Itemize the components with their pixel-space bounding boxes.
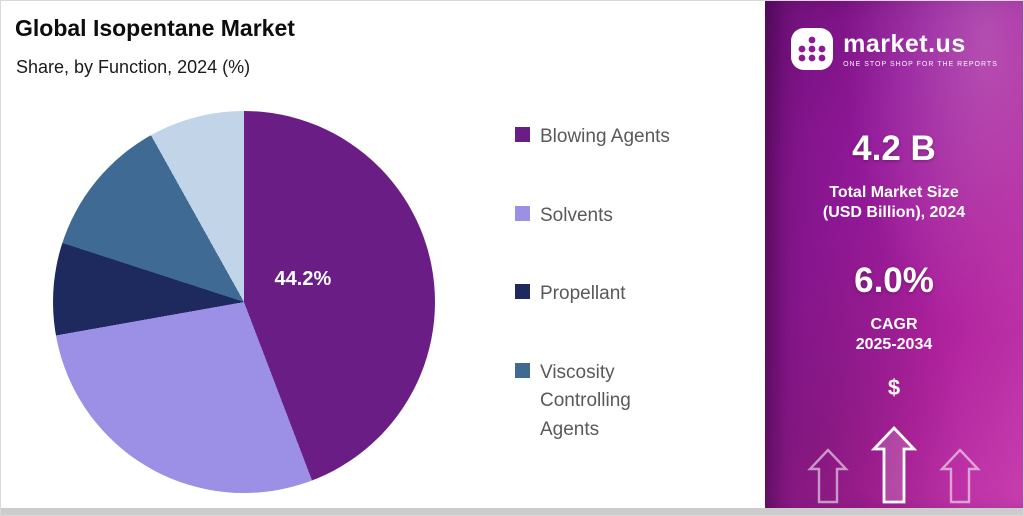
chart-area: Global Isopentane Market Share, by Funct…: [1, 1, 767, 510]
market-size-value: 4.2 B: [852, 129, 936, 168]
legend-swatch: [515, 127, 530, 142]
legend-label: Propellant: [540, 283, 626, 304]
legend-item-propellant: Propellant: [515, 280, 680, 309]
cagr-label-line2: 2025-2034: [855, 336, 933, 353]
pie-data-label: 44.2%: [274, 267, 332, 290]
pie-chart: 44.2%: [53, 111, 435, 493]
brand-text: market.us ONE STOP SHOP FOR THE REPORTS: [843, 30, 998, 68]
page-title: Global Isopentane Market: [15, 15, 295, 41]
marketus-logo-icon: [791, 28, 834, 70]
cagr-value: 6.0%: [854, 261, 934, 300]
legend-swatch: [515, 362, 530, 378]
growth-arrow-icon: [939, 448, 981, 504]
market-size-label-line2: (USD Billion), 2024: [822, 204, 966, 221]
dollar-symbol: $: [887, 375, 901, 400]
market-size-label: Total Market Size (USD Billion), 2024: [823, 183, 965, 223]
cagr-label: CAGR 2025-2034: [856, 315, 933, 355]
legend-label: Viscosity Controlling Agents: [540, 361, 631, 440]
legend-item-viscosity-controlling-agents: Viscosity Controlling Agents: [515, 359, 680, 445]
market-size-label-line1: Total Market Size: [829, 184, 959, 201]
chart-legend: Blowing Agents Solvents Propellant Visco…: [515, 123, 680, 444]
chart-subtitle: Share, by Function, 2024 (%): [16, 57, 251, 77]
legend-label: Solvents: [540, 204, 613, 226]
legend-label: Blowing Agents: [540, 126, 670, 147]
legend-item-solvents: Solvents: [515, 202, 680, 231]
brand-panel: market.us ONE STOP SHOP FOR THE REPORTS …: [765, 1, 1023, 510]
brand-logo-row: market.us ONE STOP SHOP FOR THE REPORTS: [790, 27, 998, 71]
legend-item-blowing-agents: Blowing Agents: [515, 123, 680, 152]
legend-swatch: [515, 205, 530, 221]
brand-tagline: ONE STOP SHOP FOR THE REPORTS: [843, 61, 998, 68]
growth-arrows: [765, 426, 1023, 504]
growth-arrow-icon: [871, 426, 917, 504]
bottom-divider: [1, 508, 1023, 515]
brand-name: market.us: [843, 30, 966, 58]
growth-arrow-icon: [807, 448, 849, 504]
legend-swatch: [515, 284, 530, 299]
cagr-label-line1: CAGR: [870, 316, 918, 333]
